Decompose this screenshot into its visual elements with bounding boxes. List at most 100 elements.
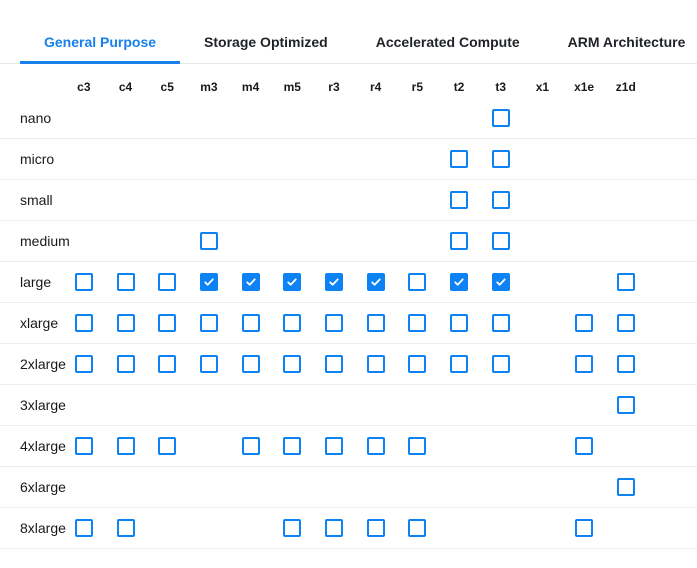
- cell-3xlarge-x1e: [563, 385, 605, 425]
- checkbox-xlarge-c5[interactable]: [158, 314, 177, 332]
- checkbox-xlarge-t2[interactable]: [450, 314, 469, 332]
- checkbox-large-c4[interactable]: [116, 273, 135, 291]
- cell-large-t3: [480, 262, 522, 302]
- cell-medium-z1d: [605, 221, 647, 261]
- row-label-medium: medium: [20, 233, 70, 249]
- cell-6xlarge-x1e: [563, 467, 605, 507]
- checkbox-2xlarge-c5[interactable]: [158, 355, 177, 373]
- checkbox-xlarge-r5[interactable]: [408, 314, 427, 332]
- checkbox-4xlarge-r3[interactable]: [324, 437, 343, 455]
- checkbox-2xlarge-r3[interactable]: [324, 355, 343, 373]
- checkbox-8xlarge-m5[interactable]: [283, 519, 302, 537]
- checkbox-4xlarge-x1e[interactable]: [575, 437, 594, 455]
- cell-2xlarge-m4: [230, 344, 272, 384]
- checkbox-medium-t3[interactable]: [491, 232, 510, 250]
- checkbox-2xlarge-t3[interactable]: [491, 355, 510, 373]
- checkbox-xlarge-m4[interactable]: [241, 314, 260, 332]
- checkbox-micro-t3[interactable]: [491, 150, 510, 168]
- checkbox-4xlarge-r4[interactable]: [366, 437, 385, 455]
- checkbox-xlarge-c3[interactable]: [74, 314, 93, 332]
- checkbox-large-z1d[interactable]: [616, 273, 635, 291]
- checkbox-8xlarge-r5[interactable]: [408, 519, 427, 537]
- checkbox-4xlarge-c3[interactable]: [74, 437, 93, 455]
- checkbox-2xlarge-c4[interactable]: [116, 355, 135, 373]
- cell-8xlarge-m3: [188, 508, 230, 548]
- tab-general-purpose[interactable]: General Purpose: [20, 22, 181, 64]
- checkbox-4xlarge-r5[interactable]: [408, 437, 427, 455]
- cell-4xlarge-m5: [271, 426, 313, 466]
- tab-arm-architecture[interactable]: ARM Architecture: [567, 34, 686, 50]
- checkbox-4xlarge-m5[interactable]: [283, 437, 302, 455]
- cell-3xlarge-t3: [480, 385, 522, 425]
- cell-4xlarge-x1: [522, 426, 564, 466]
- checkbox-large-m3[interactable]: [199, 273, 218, 291]
- checkbox-large-r4[interactable]: [366, 273, 385, 291]
- tab-accelerated-compute[interactable]: Accelerated Compute: [375, 34, 520, 50]
- checkbox-large-m5[interactable]: [283, 273, 302, 291]
- column-header-t3: t3: [495, 79, 507, 94]
- checkbox-xlarge-m5[interactable]: [283, 314, 302, 332]
- checkbox-xlarge-t3[interactable]: [491, 314, 510, 332]
- checkbox-large-c5[interactable]: [158, 273, 177, 291]
- checkbox-nano-t3[interactable]: [491, 109, 510, 127]
- cell-xlarge-m3: [188, 303, 230, 343]
- checkbox-2xlarge-z1d[interactable]: [616, 355, 635, 373]
- cell-nano-m3: [188, 98, 230, 138]
- cell-micro-r4: [355, 139, 397, 179]
- checkbox-2xlarge-m5[interactable]: [283, 355, 302, 373]
- checkbox-2xlarge-c3[interactable]: [74, 355, 93, 373]
- checkbox-small-t2[interactable]: [450, 191, 469, 209]
- checkbox-xlarge-z1d[interactable]: [616, 314, 635, 332]
- cell-small-c3: [63, 180, 105, 220]
- row-label-4xlarge: 4xlarge: [20, 438, 66, 454]
- checkbox-4xlarge-c5[interactable]: [158, 437, 177, 455]
- checkbox-large-c3[interactable]: [74, 273, 93, 291]
- column-header-r5: r5: [411, 79, 424, 94]
- cell-medium-r5: [397, 221, 439, 261]
- checkbox-large-t3[interactable]: [491, 273, 510, 291]
- checkbox-xlarge-r4[interactable]: [366, 314, 385, 332]
- cell-small-m5: [271, 180, 313, 220]
- checkbox-3xlarge-z1d[interactable]: [616, 396, 635, 414]
- cell-4xlarge-x1e: [563, 426, 605, 466]
- checkbox-large-m4[interactable]: [241, 273, 260, 291]
- checkbox-large-r5[interactable]: [408, 273, 427, 291]
- cell-2xlarge-c4: [105, 344, 147, 384]
- instance-matrix: c3 c4 c5 m3 m4 m5 r3 r4 r5 t2 t3 x1 x1e z1d nano micro s…: [0, 75, 697, 549]
- checkbox-medium-t2[interactable]: [450, 232, 469, 250]
- cell-8xlarge-r3: [313, 508, 355, 548]
- cell-2xlarge-t2: [438, 344, 480, 384]
- checkbox-xlarge-c4[interactable]: [116, 314, 135, 332]
- checkbox-2xlarge-m4[interactable]: [241, 355, 260, 373]
- checkbox-micro-t2[interactable]: [450, 150, 469, 168]
- checkbox-xlarge-m3[interactable]: [199, 314, 218, 332]
- checkbox-8xlarge-c4[interactable]: [116, 519, 135, 537]
- cell-micro-m4: [230, 139, 272, 179]
- cell-small-c4: [105, 180, 147, 220]
- checkbox-4xlarge-c4[interactable]: [116, 437, 135, 455]
- checkbox-2xlarge-x1e[interactable]: [575, 355, 594, 373]
- checkbox-8xlarge-r4[interactable]: [366, 519, 385, 537]
- checkbox-large-t2[interactable]: [450, 273, 469, 291]
- checkbox-medium-m3[interactable]: [199, 232, 218, 250]
- column-header-r4: r4: [369, 79, 382, 94]
- checkbox-8xlarge-x1e[interactable]: [575, 519, 594, 537]
- checkbox-xlarge-r3[interactable]: [324, 314, 343, 332]
- checkbox-6xlarge-z1d[interactable]: [616, 478, 635, 496]
- checkbox-small-t3[interactable]: [491, 191, 510, 209]
- checkbox-large-r3[interactable]: [324, 273, 343, 291]
- checkbox-8xlarge-c3[interactable]: [74, 519, 93, 537]
- cell-micro-t2: [438, 139, 480, 179]
- checkbox-xlarge-x1e[interactable]: [575, 314, 594, 332]
- cell-small-x1: [522, 180, 564, 220]
- row-label-2xlarge: 2xlarge: [20, 356, 66, 372]
- checkbox-8xlarge-r3[interactable]: [324, 519, 343, 537]
- checkbox-2xlarge-t2[interactable]: [450, 355, 469, 373]
- checkbox-2xlarge-r4[interactable]: [366, 355, 385, 373]
- tab-storage-optimized[interactable]: Storage Optimized: [204, 34, 328, 50]
- checkbox-4xlarge-m4[interactable]: [241, 437, 260, 455]
- checkbox-2xlarge-m3[interactable]: [199, 355, 218, 373]
- cell-medium-m3: [188, 221, 230, 261]
- checkbox-2xlarge-r5[interactable]: [408, 355, 427, 373]
- cell-small-r5: [397, 180, 439, 220]
